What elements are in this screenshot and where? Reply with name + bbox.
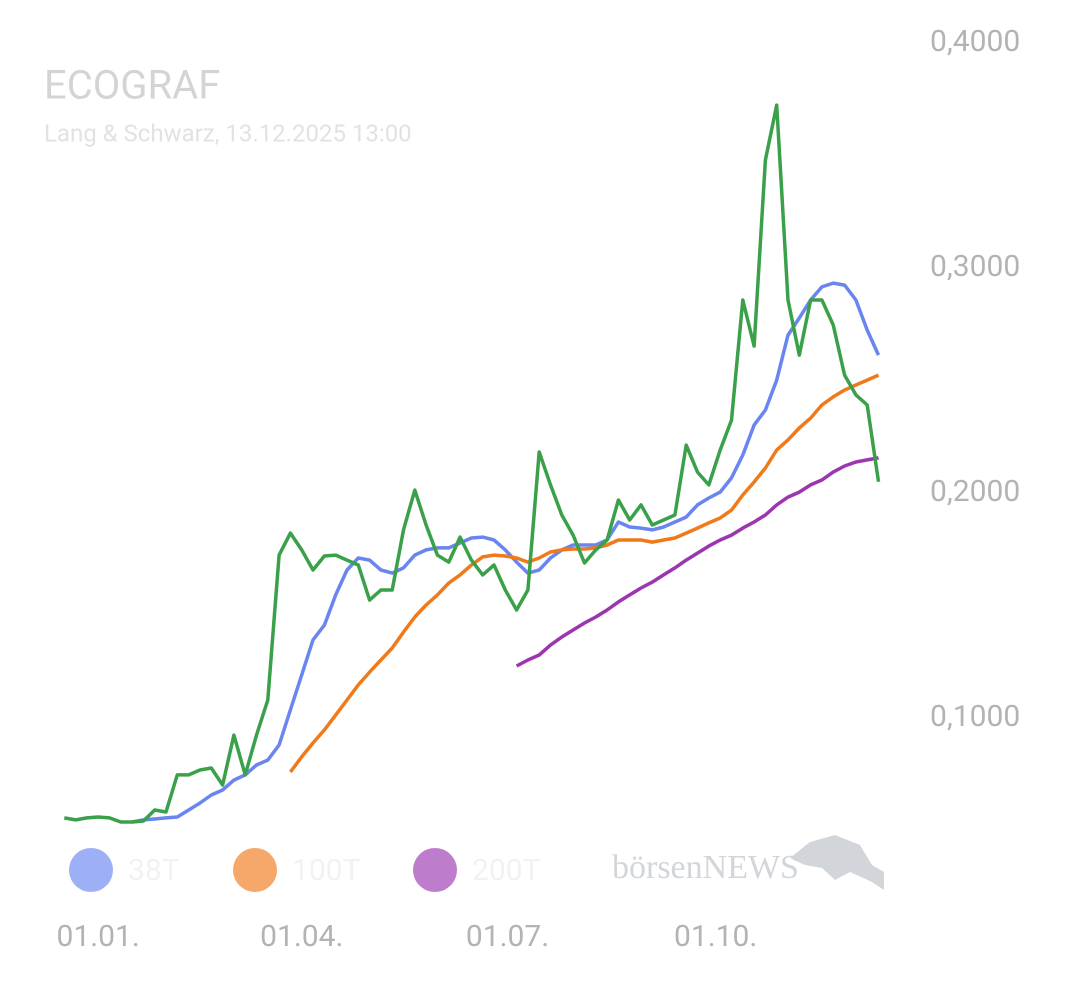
legend-label: 100T [292,853,361,888]
watermark: börsenNEWS [612,849,799,886]
series-line [515,456,879,668]
x-tick-label: 01.07. [466,919,549,954]
legend-marker [413,848,457,892]
legend-label: 38T [128,853,180,888]
y-tick-label: 0,4000 [930,24,1020,59]
watermark-bull [790,835,884,890]
x-tick-label: 01.10. [674,919,757,954]
series-line [131,281,881,824]
y-tick-label: 0,1000 [930,699,1020,734]
x-tick-label: 01.04. [260,919,343,954]
series-line [63,103,881,824]
series-line [288,373,880,774]
x-tick-label: 01.01. [57,919,140,954]
chart-title: ECOGRAF [44,62,220,109]
legend-label: 200T [472,853,541,888]
legend-marker [233,848,277,892]
chart-subtitle: Lang & Schwarz, 13.12.2025 13:00 [44,119,412,147]
y-tick-label: 0,3000 [930,249,1020,284]
y-tick-label: 0,2000 [930,474,1020,509]
legend-marker [69,848,113,892]
